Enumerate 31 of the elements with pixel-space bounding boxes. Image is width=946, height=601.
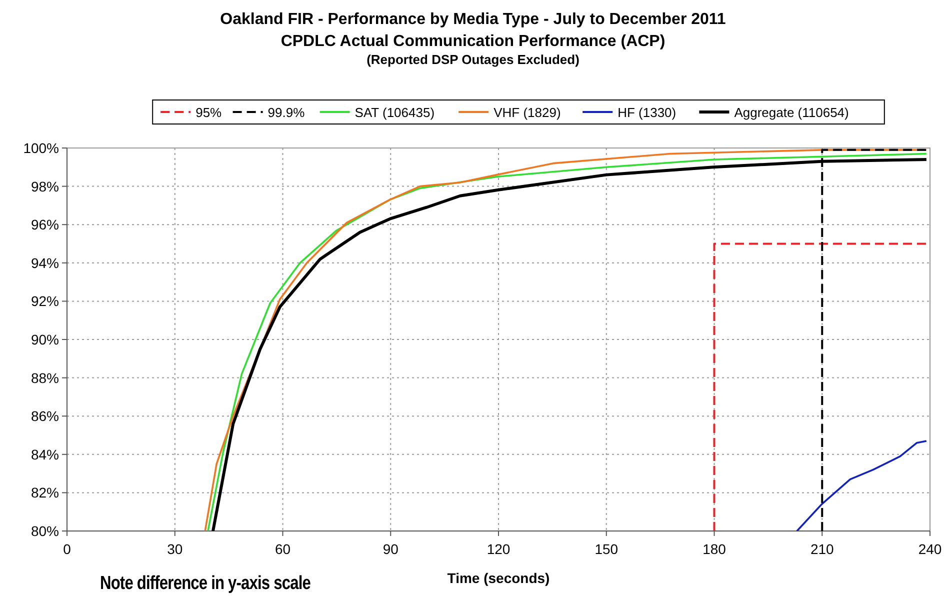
y-tick-label: 84%	[30, 446, 59, 462]
x-tick-label: 0	[63, 541, 72, 557]
legend-label: HF (1330)	[618, 105, 676, 120]
y-tick-label: 80%	[30, 523, 59, 539]
y-tick-label: 98%	[30, 178, 59, 194]
legend-label: Aggregate (110654)	[734, 105, 849, 120]
y-tick-label: 96%	[30, 216, 59, 233]
x-tick-label: 120	[486, 541, 510, 557]
x-tick-label: 150	[594, 541, 618, 557]
text: Note difference in y-axis scale	[100, 572, 312, 594]
legend-label: SAT (106435)	[354, 105, 435, 120]
x-tick-label: 180	[702, 541, 726, 557]
legend-label: VHF (1829)	[494, 105, 561, 120]
y-tick-label: 100%	[23, 140, 59, 156]
x-tick-label: 240	[918, 541, 942, 557]
y-tick-label: 86%	[30, 408, 59, 424]
legend-label: 99.9%	[268, 105, 306, 120]
y-tick-label: 94%	[30, 254, 59, 271]
y-tick-label: 88%	[30, 370, 59, 386]
x-tick-label: 210	[810, 541, 834, 557]
chart-subtitle: CPDLC Actual Communication Performance (ACP) (Reported DSP Outages Excluded)	[280, 33, 666, 67]
y-tick-label: 92%	[30, 293, 59, 310]
line-series	[796, 440, 928, 531]
x-tick-label: 30	[167, 541, 183, 557]
y-tick-label: 82%	[30, 484, 59, 501]
chart-title: Oakland FIR - Performance by Media Type - July to December 2011	[220, 11, 726, 28]
legend-label: 95%	[196, 105, 222, 120]
x-tick-label: 60	[274, 541, 291, 557]
y-tick-label: 90%	[30, 332, 59, 348]
x-axis-title: Time (seconds)	[447, 570, 550, 586]
x-tick-label: 90	[382, 541, 399, 557]
